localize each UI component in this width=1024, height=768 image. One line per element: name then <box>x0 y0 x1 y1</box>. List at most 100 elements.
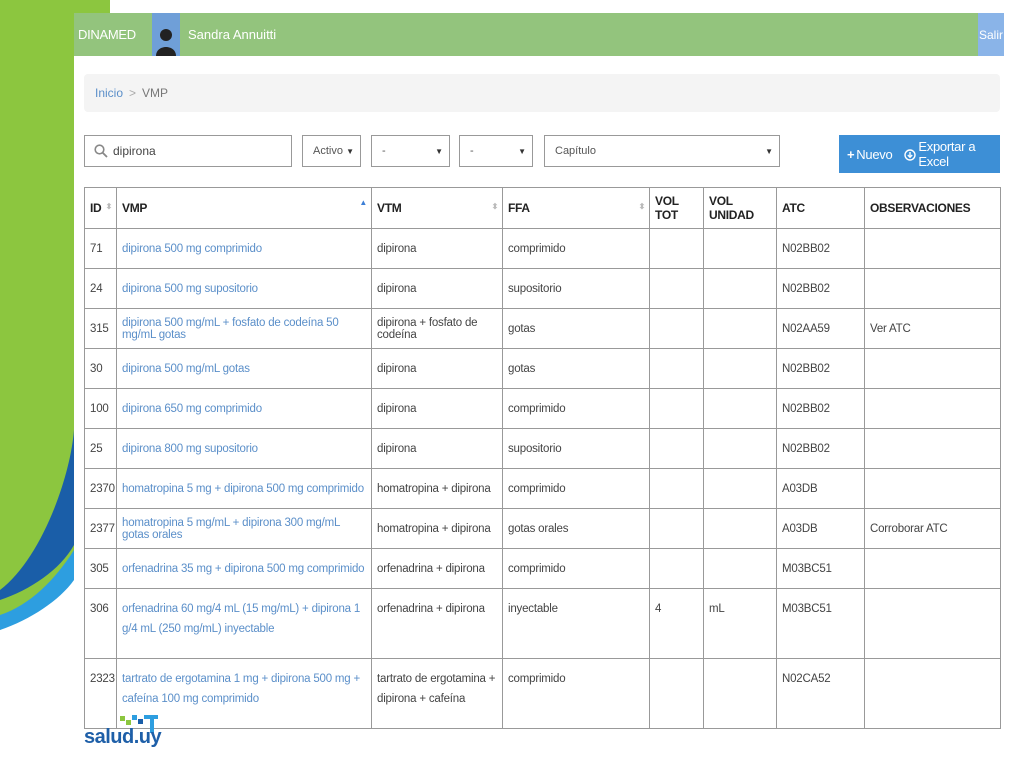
cell-vtm: dipirona <box>371 388 503 429</box>
cell-vtm: dipirona <box>371 348 503 389</box>
chevron-down-icon: ▼ <box>518 146 526 156</box>
user-avatar-icon[interactable] <box>152 13 180 56</box>
cell-atc: N02BB02 <box>776 428 865 469</box>
cell-observaciones: Corroborar ATC <box>864 508 1001 549</box>
cell-vol-tot <box>649 548 704 589</box>
vmp-link[interactable]: homatropina 5 mg/mL + dipirona 300 mg/mL… <box>116 508 372 549</box>
cell-atc: N02BB02 <box>776 228 865 269</box>
cell-vol-unidad <box>703 348 777 389</box>
chapter-select[interactable]: Capítulo ▼ <box>544 135 780 167</box>
vmp-link[interactable]: dipirona 500 mg comprimido <box>116 228 372 269</box>
table-row: 2323 tartrato de ergotamina 1 mg + dipiro… <box>84 658 1001 729</box>
col-header-id-label: ID <box>90 201 102 215</box>
logout-button[interactable]: Salir <box>978 13 1004 56</box>
search-value: dipirona <box>113 144 156 158</box>
cell-atc: N02CA52 <box>776 658 865 729</box>
vmp-link[interactable]: dipirona 500 mg/mL gotas <box>116 348 372 389</box>
cell-id: 30 <box>84 348 117 389</box>
breadcrumb-separator: > <box>129 86 137 100</box>
plus-icon: + <box>847 146 855 162</box>
status-select-value: Activo <box>313 145 343 157</box>
chapter-select-value: Capítulo <box>555 145 596 157</box>
col-header-vol-unidad: VOL UNIDAD <box>703 187 777 229</box>
table-row: 315 dipirona 500 mg/mL + fosfato de codeí… <box>84 308 1001 349</box>
table-row: 24 dipirona 500 mg supositorio dipirona sup… <box>84 268 1001 309</box>
cell-vol-tot <box>649 428 704 469</box>
cell-observaciones <box>864 548 1001 589</box>
status-select[interactable]: Activo ▼ <box>302 135 361 167</box>
cell-vol-tot <box>649 388 704 429</box>
vmp-link[interactable]: tartrato de ergotamina 1 mg + dipirona 5… <box>116 658 372 729</box>
cell-vol-unidad <box>703 658 777 729</box>
cell-vol-tot <box>649 468 704 509</box>
top-bar: DINAMED Sandra Annuitti Salir <box>74 13 1004 56</box>
salud-uy-logo: salud.uy <box>84 714 164 754</box>
cell-vtm: dipirona <box>371 428 503 469</box>
cell-vtm: dipirona <box>371 268 503 309</box>
cell-observaciones <box>864 228 1001 269</box>
breadcrumb-current: VMP <box>142 86 169 100</box>
vmp-link[interactable]: orfenadrina 35 mg + dipirona 500 mg comp… <box>116 548 372 589</box>
export-excel-button[interactable]: Exportar a Excel <box>892 139 1000 169</box>
cell-vol-unidad <box>703 468 777 509</box>
vmp-link[interactable]: homatropina 5 mg + dipirona 500 mg compr… <box>116 468 372 509</box>
cell-vol-unidad <box>703 508 777 549</box>
cell-observaciones <box>864 468 1001 509</box>
col-header-id[interactable]: ID ⬍ <box>84 187 117 229</box>
logo-text: salud.uy <box>84 726 162 748</box>
cell-ffa: supositorio <box>502 428 650 469</box>
breadcrumb-home-link[interactable]: Inicio <box>95 86 124 100</box>
vmp-link[interactable]: dipirona 650 mg comprimido <box>116 388 372 429</box>
cell-vtm: homatropina + dipirona <box>371 508 503 549</box>
cell-vol-tot <box>649 228 704 269</box>
col-header-vol-tot-label: VOL TOT <box>655 194 679 222</box>
cell-vol-tot <box>649 348 704 389</box>
cell-vol-tot <box>649 308 704 349</box>
cell-observaciones <box>864 428 1001 469</box>
col-header-ffa[interactable]: FFA ⬍ <box>502 187 650 229</box>
vmp-link[interactable]: dipirona 500 mg supositorio <box>116 268 372 309</box>
new-button[interactable]: + Nuevo <box>839 146 893 162</box>
table-row: 25 dipirona 800 mg supositorio dipirona sup… <box>84 428 1001 469</box>
cell-id: 25 <box>84 428 117 469</box>
cell-vol-unidad <box>703 388 777 429</box>
cell-atc: N02BB02 <box>776 388 865 429</box>
sort-icon: ⬍ <box>491 202 499 211</box>
col-header-vol-unidad-label: VOL UNIDAD <box>709 194 754 222</box>
table-row: 100 dipirona 650 mg comprimido dipirona com… <box>84 388 1001 429</box>
user-name[interactable]: Sandra Annuitti <box>188 27 277 42</box>
cell-vol-unidad <box>703 428 777 469</box>
filter-bar: dipirona Activo ▼ - ▼ - ▼ Capítulo ▼ + N… <box>84 135 1000 173</box>
cell-vol-tot <box>649 268 704 309</box>
filter-select-3[interactable]: - ▼ <box>459 135 533 167</box>
filter-select-2[interactable]: - ▼ <box>371 135 450 167</box>
cell-vtm: orfenadrina + dipirona <box>371 548 503 589</box>
sort-icon: ⬍ <box>638 202 646 211</box>
main-page: DINAMED Sandra Annuitti Salir Inicio > V… <box>74 13 1004 729</box>
cell-atc: A03DB <box>776 468 865 509</box>
cell-ffa: supositorio <box>502 268 650 309</box>
filter-select-3-value: - <box>470 145 474 157</box>
vmp-link[interactable]: orfenadrina 60 mg/4 mL (15 mg/mL) + dipi… <box>116 588 372 659</box>
app-brand[interactable]: DINAMED <box>78 27 136 42</box>
new-button-label: Nuevo <box>856 146 893 162</box>
vmp-link[interactable]: dipirona 500 mg/mL + fosfato de codeína … <box>116 308 372 349</box>
cell-ffa: gotas <box>502 348 650 389</box>
table-row: 2370 homatropina 5 mg + dipirona 500 mg c… <box>84 468 1001 509</box>
table-row: 306 orfenadrina 60 mg/4 mL (15 mg/mL) + d… <box>84 588 1001 659</box>
cell-observaciones <box>864 658 1001 729</box>
vmp-link[interactable]: dipirona 800 mg supositorio <box>116 428 372 469</box>
cell-id: 2323 <box>84 658 117 729</box>
search-input[interactable]: dipirona <box>84 135 292 167</box>
col-header-vmp[interactable]: VMP ▲ <box>116 187 372 229</box>
table-row: 2377 homatropina 5 mg/mL + dipirona 300 m… <box>84 508 1001 549</box>
cell-vol-unidad <box>703 548 777 589</box>
cell-observaciones <box>864 348 1001 389</box>
col-header-vtm[interactable]: VTM ⬍ <box>371 187 503 229</box>
cell-observaciones: Ver ATC <box>864 308 1001 349</box>
chevron-down-icon: ▼ <box>435 146 443 156</box>
table-header-row: ID ⬍ VMP ▲ VTM ⬍ FFA ⬍ VOL TOT VOL UNIDAD AT… <box>84 187 1001 229</box>
cell-vol-tot <box>649 508 704 549</box>
cell-ffa: comprimido <box>502 388 650 429</box>
col-header-atc-label: ATC <box>782 201 805 215</box>
